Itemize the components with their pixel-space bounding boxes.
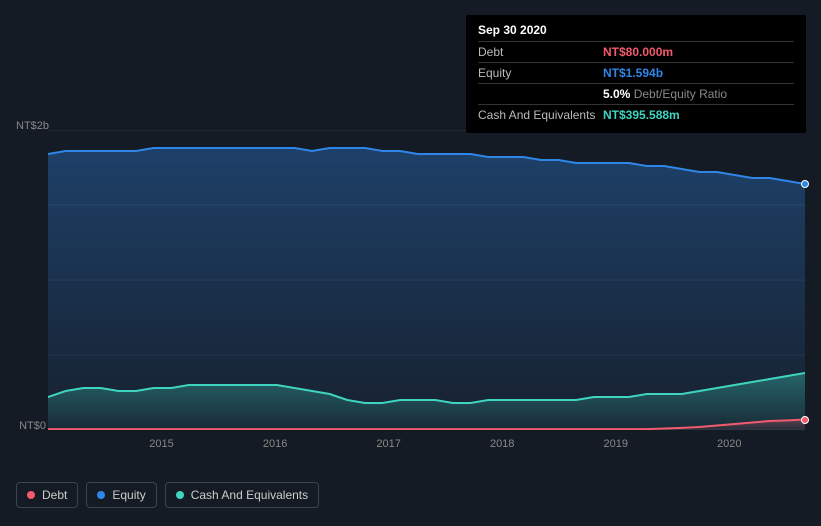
x-axis-tick: 2019 xyxy=(604,438,628,450)
tooltip-date: Sep 30 2020 xyxy=(478,23,794,41)
chart-svg xyxy=(48,130,805,430)
legend-item-debt[interactable]: Debt xyxy=(16,482,78,508)
tooltip-label: Equity xyxy=(478,66,603,80)
tooltip-label: Cash And Equivalents xyxy=(478,108,603,122)
tooltip-row-equity: Equity NT$1.594b xyxy=(478,62,794,83)
tooltip-value: NT$1.594b xyxy=(603,66,663,80)
tooltip-label: Debt xyxy=(478,45,603,59)
tooltip-ratio-pct: 5.0% xyxy=(603,87,630,101)
x-axis-tick: 2017 xyxy=(376,438,400,450)
tooltip-ratio-text: Debt/Equity Ratio xyxy=(634,87,727,101)
legend-item-equity[interactable]: Equity xyxy=(86,482,156,508)
tooltip-row-cash: Cash And Equivalents NT$395.588m xyxy=(478,104,794,125)
legend-dot xyxy=(176,491,184,499)
x-axis-tick: 2015 xyxy=(149,438,173,450)
x-axis-tick: 2020 xyxy=(717,438,741,450)
tooltip-row-ratio: 5.0% Debt/Equity Ratio xyxy=(478,83,794,104)
series-end-dot xyxy=(801,180,809,188)
x-axis-tick: 2018 xyxy=(490,438,514,450)
legend-label: Cash And Equivalents xyxy=(191,488,308,502)
plot-area[interactable] xyxy=(48,130,805,430)
tooltip-value: NT$395.588m xyxy=(603,108,680,122)
y-axis-label-top: NT$2b xyxy=(16,120,46,132)
debt-equity-chart: NT$2b NT$0 2015 2016 2017 2018 2019 2020 xyxy=(16,120,805,510)
tooltip-row-debt: Debt NT$80.000m xyxy=(478,41,794,62)
tooltip-value: NT$80.000m xyxy=(603,45,673,59)
legend-item-cash[interactable]: Cash And Equivalents xyxy=(165,482,319,508)
chart-legend: Debt Equity Cash And Equivalents xyxy=(16,482,319,508)
x-axis-tick: 2016 xyxy=(263,438,287,450)
legend-label: Debt xyxy=(42,488,67,502)
tooltip-label xyxy=(478,87,603,101)
chart-tooltip: Sep 30 2020 Debt NT$80.000m Equity NT$1.… xyxy=(466,15,806,133)
legend-dot xyxy=(27,491,35,499)
legend-dot xyxy=(97,491,105,499)
series-end-dot xyxy=(801,416,809,424)
y-axis-label-bottom: NT$0 xyxy=(16,420,46,432)
legend-label: Equity xyxy=(112,488,145,502)
